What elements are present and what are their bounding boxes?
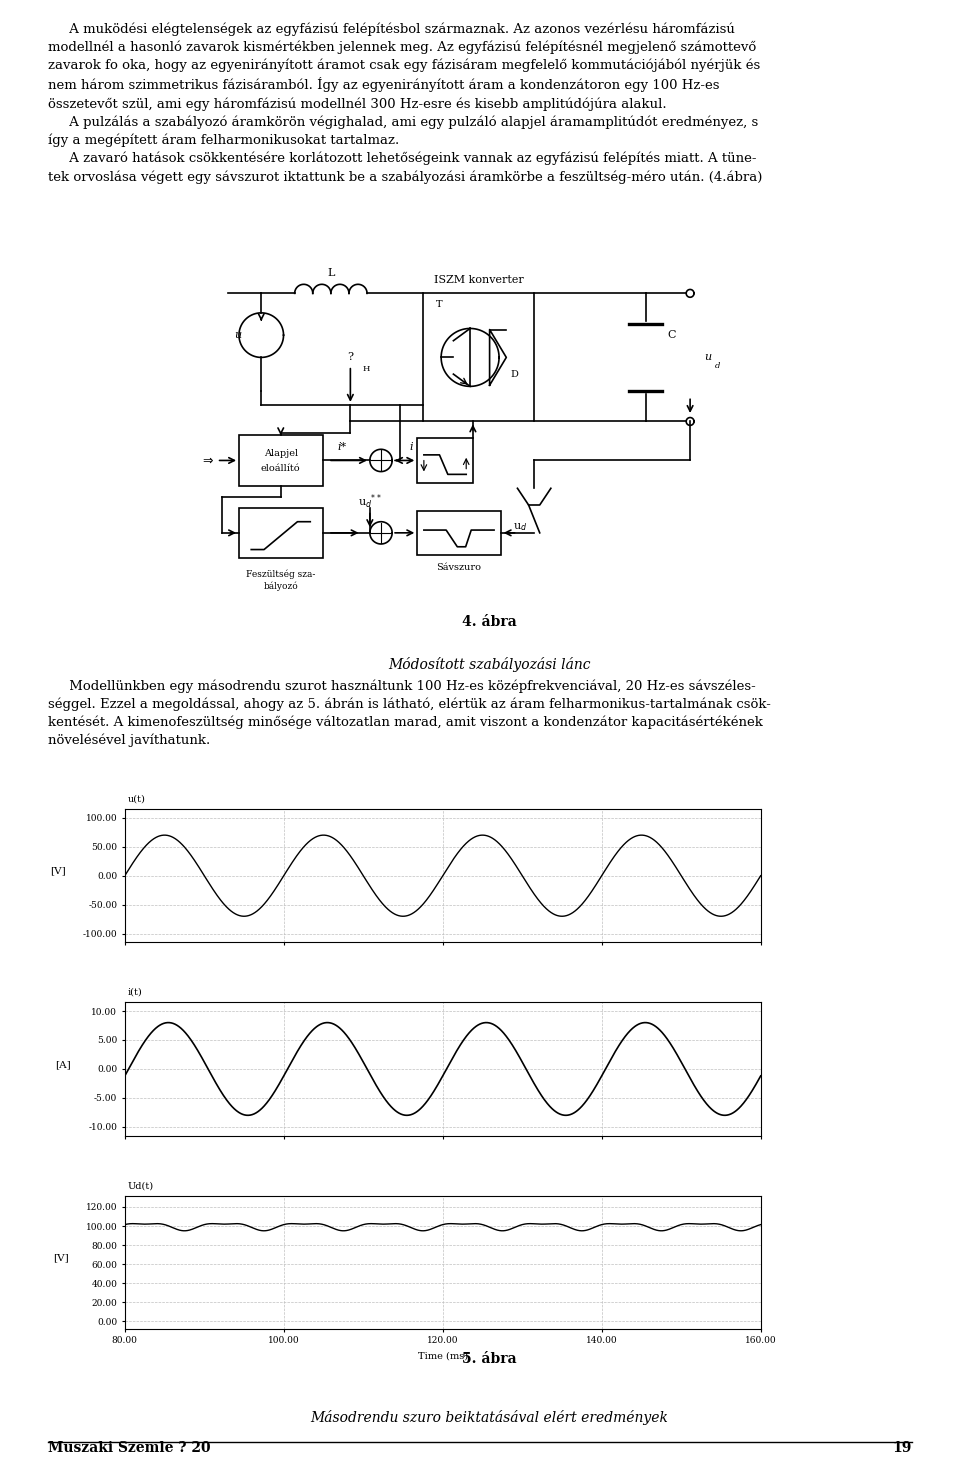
Y-axis label: [A]: [A]	[56, 1060, 71, 1069]
Text: u$_d$: u$_d$	[514, 522, 527, 534]
Text: D: D	[511, 370, 518, 379]
Bar	[422, 293, 534, 422]
Text: Másodrendu szuro beiktatásával elért eredmények: Másodrendu szuro beiktatásával elért ere…	[311, 1411, 668, 1425]
Text: u(t): u(t)	[128, 794, 146, 803]
Text: u$_d$$^{**}$: u$_d$$^{**}$	[358, 492, 382, 511]
Bar	[239, 507, 323, 557]
Text: $\Rightarrow$: $\Rightarrow$	[200, 454, 214, 467]
Text: u: u	[704, 352, 711, 363]
Text: A muködési elégtelenségek az egyfázisú felépítésbol származnak. Az azonos vezérl: A muködési elégtelenségek az egyfázisú f…	[48, 22, 762, 184]
Text: i(t): i(t)	[128, 988, 143, 996]
Text: Sávszuro: Sávszuro	[437, 563, 482, 572]
Text: bályozó: bályozó	[263, 582, 299, 591]
Text: Modellünkben egy másodrendu szurot használtunk 100 Hz-es középfrekvenciával, 20 : Modellünkben egy másodrendu szurot haszn…	[48, 680, 771, 747]
Bar	[239, 435, 323, 485]
Text: Alapjel: Alapjel	[264, 448, 298, 458]
Text: H: H	[363, 364, 370, 373]
Text: i: i	[410, 442, 414, 453]
Bar	[418, 510, 501, 556]
Text: Módosított szabályozási lánc: Módosított szabályozási lánc	[389, 657, 590, 672]
Text: eloállító: eloállító	[261, 464, 300, 473]
Text: Feszültség sza-: Feszültség sza-	[246, 569, 316, 579]
Text: C: C	[668, 330, 677, 340]
Text: 5. ábra: 5. ábra	[463, 1352, 516, 1366]
Text: u: u	[234, 330, 242, 340]
Text: ?: ?	[348, 352, 353, 363]
Bar	[418, 438, 473, 482]
Text: Ud(t): Ud(t)	[128, 1181, 155, 1190]
Text: T: T	[436, 301, 443, 310]
Text: 4. ábra: 4. ábra	[462, 615, 517, 629]
Text: d: d	[715, 361, 721, 370]
X-axis label: Time (ms): Time (ms)	[418, 1352, 468, 1361]
Text: Muszaki Szemle ? 20: Muszaki Szemle ? 20	[48, 1442, 210, 1455]
Text: ISZM konverter: ISZM konverter	[434, 276, 523, 284]
Y-axis label: [V]: [V]	[50, 867, 65, 876]
Text: i*: i*	[338, 442, 347, 453]
Text: 19: 19	[893, 1442, 912, 1455]
Y-axis label: [V]: [V]	[53, 1253, 68, 1262]
Text: L: L	[327, 268, 334, 277]
